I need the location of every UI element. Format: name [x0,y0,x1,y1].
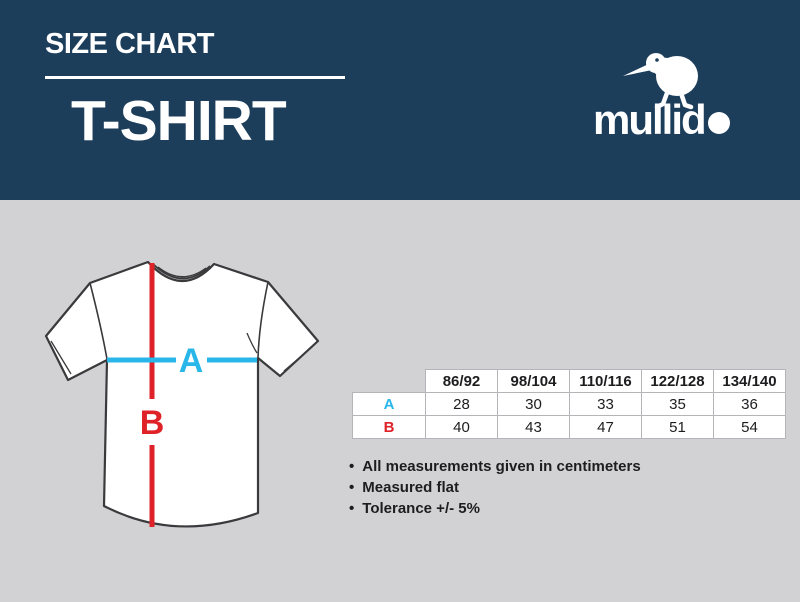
sleeve-seam-right [257,281,269,359]
table-row-a: A 28 30 33 35 36 [352,392,786,416]
brand-dot-icon [707,112,730,134]
row-label-a: A [352,392,426,416]
label-b: B [140,404,165,442]
header: SIZE CHART T-SHIRT mullid [0,0,800,200]
armpit-crease [246,332,258,354]
kiwi-eye [655,58,659,62]
tshirt-outline [44,260,320,528]
cell-a: 30 [497,392,570,416]
tshirt-measurement-diagram: B A [44,260,320,528]
page-title: SIZE CHART [45,28,215,60]
cell-b: 43 [497,415,570,439]
brand-logo: mullid [585,40,785,160]
note-text: Tolerance +/- 5% [362,500,480,517]
note-text: All measurements given in centimeters [362,458,641,475]
cuff-hem-right [283,346,313,372]
note-item: • Tolerance +/- 5% [349,498,641,519]
bullet: • [349,500,355,517]
size-column-header: 134/140 [713,369,786,393]
collar-rib-line [152,263,211,280]
product-title: T-SHIRT [71,89,287,153]
notes-list: • All measurements given in centimeters … [349,456,641,519]
cuff-hem-left [50,340,72,375]
table-row-b: B 40 43 47 51 54 [352,415,786,439]
row-label-b: B [352,415,426,439]
cell-b: 51 [641,415,714,439]
size-table: 86/92 98/104 110/116 122/128 134/140 A 2… [352,369,786,439]
size-table-header-row: 86/92 98/104 110/116 122/128 134/140 [353,369,786,393]
size-column-header: 86/92 [425,369,498,393]
note-item: • Measured flat [349,477,641,498]
cell-a: 33 [569,392,642,416]
cell-a: 28 [425,392,498,416]
sleeve-seam-left [89,282,108,360]
cell-a: 35 [641,392,714,416]
kiwi-bird-icon [623,53,698,110]
table-corner-cell [353,370,426,393]
size-column-header: 122/128 [641,369,714,393]
collar-rib-line [157,266,207,278]
note-item: • All measurements given in centimeters [349,456,641,477]
title-divider [45,76,345,79]
cell-a: 36 [713,392,786,416]
size-column-header: 110/116 [569,369,642,393]
brand-text: mullid [593,96,707,143]
note-text: Measured flat [362,479,459,496]
cell-b: 47 [569,415,642,439]
brand-wordmark: mullid [593,96,783,144]
label-a: A [179,342,204,380]
size-column-header: 98/104 [497,369,570,393]
cell-b: 40 [425,415,498,439]
bullet: • [349,458,355,475]
bullet: • [349,479,355,496]
cell-b: 54 [713,415,786,439]
